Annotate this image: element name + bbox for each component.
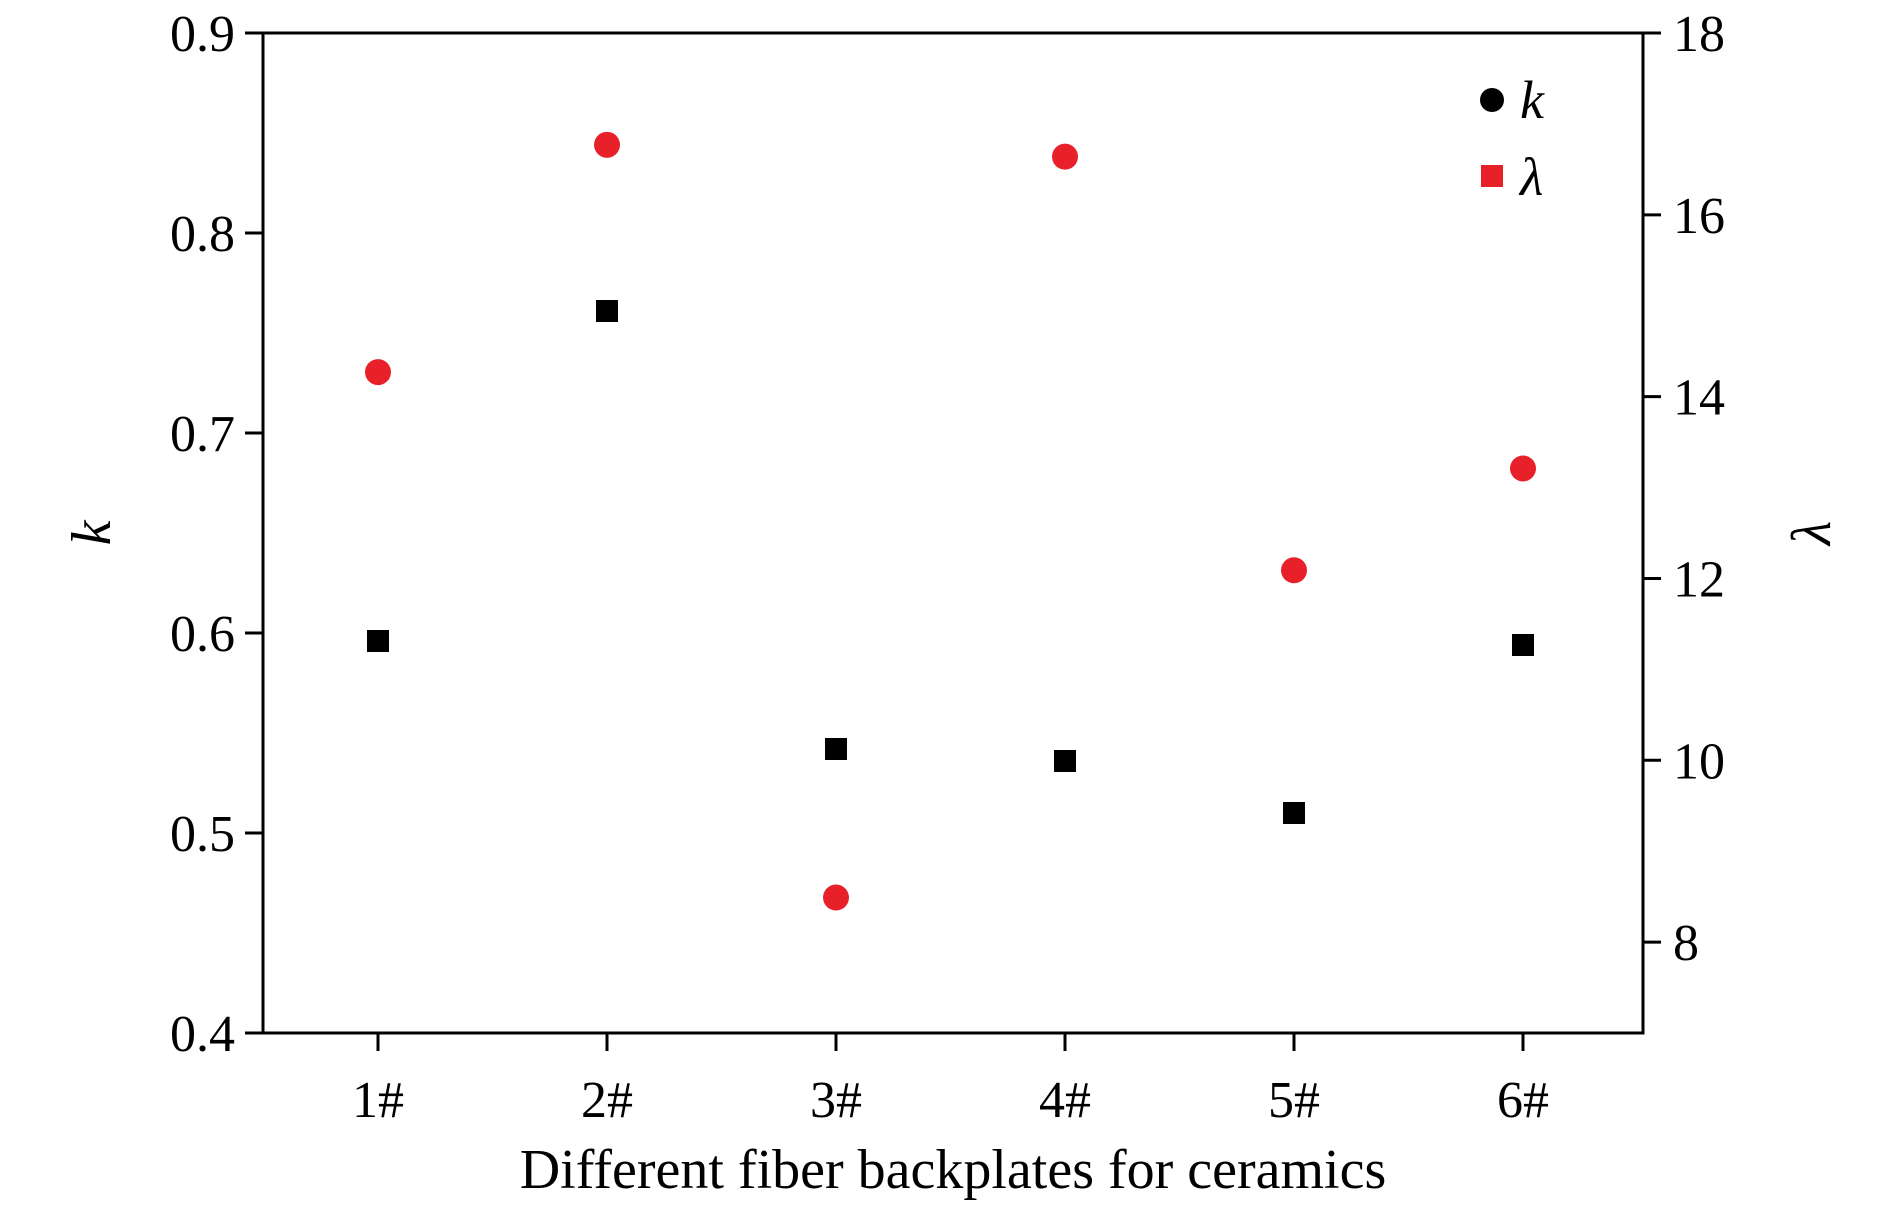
k-point xyxy=(1054,750,1076,772)
x-tick-label: 2# xyxy=(581,1072,633,1129)
left-y-tick-label: 0.6 xyxy=(170,606,235,663)
right-y-tick-label: 8 xyxy=(1673,915,1699,972)
k-point xyxy=(1512,634,1534,656)
right-y-tick-label: 16 xyxy=(1673,188,1725,245)
k-point xyxy=(596,300,618,322)
k-point xyxy=(367,630,389,652)
x-tick-label: 6# xyxy=(1497,1072,1549,1129)
left-y-tick-label: 0.8 xyxy=(170,206,235,263)
k-point xyxy=(825,738,847,760)
ticks xyxy=(245,31,1661,1051)
x-tick-label: 3# xyxy=(810,1072,862,1129)
lambda-point xyxy=(823,884,849,911)
data-marks xyxy=(365,131,1536,911)
left-y-tick-label: 0.4 xyxy=(170,1006,235,1063)
legend: k λ xyxy=(1480,70,1545,207)
right-y-tick-label: 14 xyxy=(1673,370,1725,427)
left-y-tick-label: 0.9 xyxy=(170,6,235,63)
x-axis-title: Different fiber backplates for ceramics xyxy=(520,1139,1387,1201)
lambda-point xyxy=(1052,143,1078,170)
left-y-tick-label: 0.7 xyxy=(170,406,235,463)
right-axis-title: λ xyxy=(1781,521,1843,547)
lambda-point xyxy=(1510,455,1536,482)
plot-frame xyxy=(261,31,1645,1035)
left-y-tick-label: 0.5 xyxy=(170,806,235,863)
legend-label-lambda: λ xyxy=(1518,147,1543,207)
right-y-tick-label: 18 xyxy=(1673,6,1725,63)
right-y-tick-label: 10 xyxy=(1673,733,1725,790)
tick-labels: 1# 2# 3# 4# 5# 6# 0.4 0.5 0.6 0.7 0.8 0.9 8 10 12 14 16 1… xyxy=(170,6,1725,1129)
x-tick-label: 5# xyxy=(1268,1072,1320,1129)
legend-label-k: k xyxy=(1520,70,1545,130)
lambda-point xyxy=(1281,557,1307,584)
right-y-tick-label: 12 xyxy=(1673,551,1725,608)
lambda-point xyxy=(365,359,391,386)
legend-marker-lambda xyxy=(1481,165,1503,187)
k-point xyxy=(1283,802,1305,824)
left-axis-title: k xyxy=(61,519,123,545)
lambda-point xyxy=(594,131,620,158)
legend-marker-k xyxy=(1480,88,1504,112)
x-tick-label: 1# xyxy=(352,1072,404,1129)
x-tick-label: 4# xyxy=(1039,1072,1091,1129)
